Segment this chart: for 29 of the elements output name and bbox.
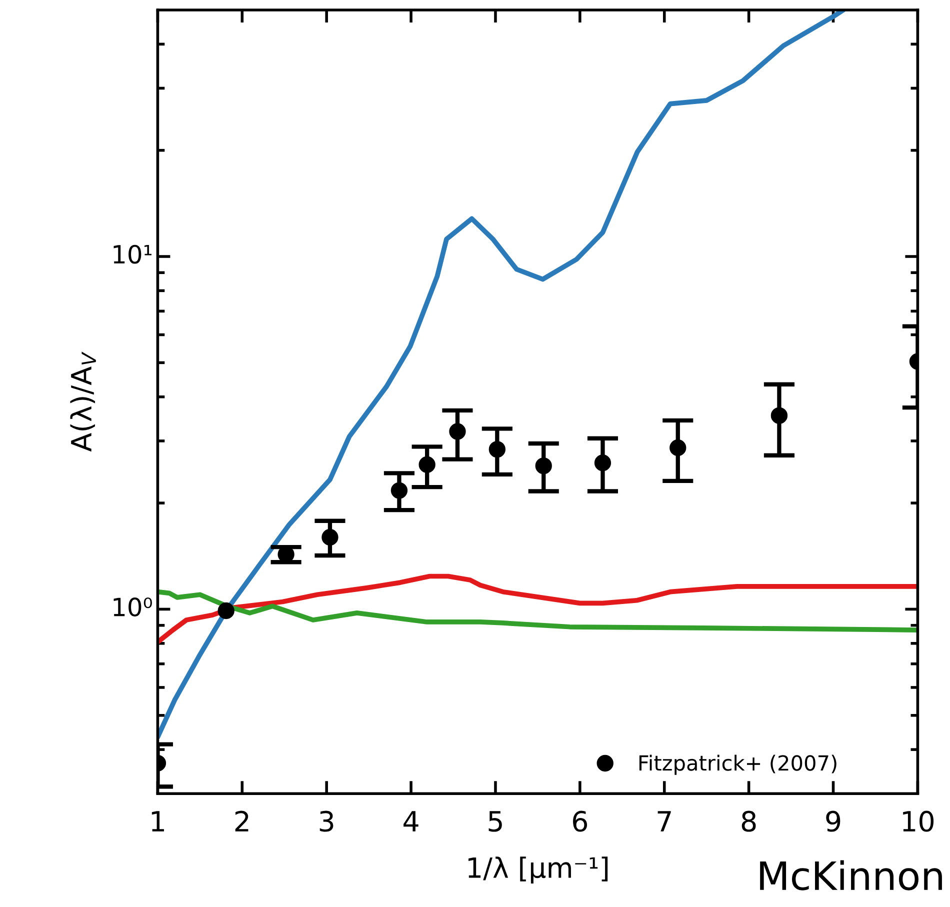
- x-tick-label: 3: [320, 810, 334, 832]
- point: [322, 528, 338, 546]
- point: [449, 423, 466, 440]
- y-axis-title: A(λ)/A$_{V}$: [70, 352, 96, 452]
- x-tick-label: 1: [152, 811, 164, 832]
- line-series: [158, 10, 846, 740]
- point: [535, 457, 552, 474]
- x-tick-label: 7: [658, 811, 671, 832]
- x-tick-label: 9: [826, 810, 840, 832]
- y-tick-label: 10⁰: [114, 598, 152, 616]
- point: [670, 439, 686, 456]
- line-series: [158, 574, 918, 644]
- x-tick-label: 5: [488, 811, 502, 832]
- line-series: [158, 589, 918, 632]
- point: [418, 456, 436, 473]
- point: [218, 602, 234, 620]
- point: [594, 454, 612, 472]
- point: [488, 440, 506, 458]
- x-tick-label: 6: [573, 810, 588, 832]
- point: [770, 407, 788, 424]
- legend-label: Fitzpatrick+ (2007): [639, 754, 836, 775]
- text: McKinnon: [760, 860, 942, 890]
- x-tick-label: 4: [404, 811, 418, 832]
- y-tick-label: 10¹: [114, 244, 152, 264]
- x-tick-label: 8: [742, 810, 756, 832]
- x-tick-label: 10: [903, 810, 934, 832]
- point: [390, 482, 408, 499]
- x-axis-title: 1/λ [μm⁻¹]: [468, 856, 608, 884]
- x-tick-label: 2: [235, 810, 248, 832]
